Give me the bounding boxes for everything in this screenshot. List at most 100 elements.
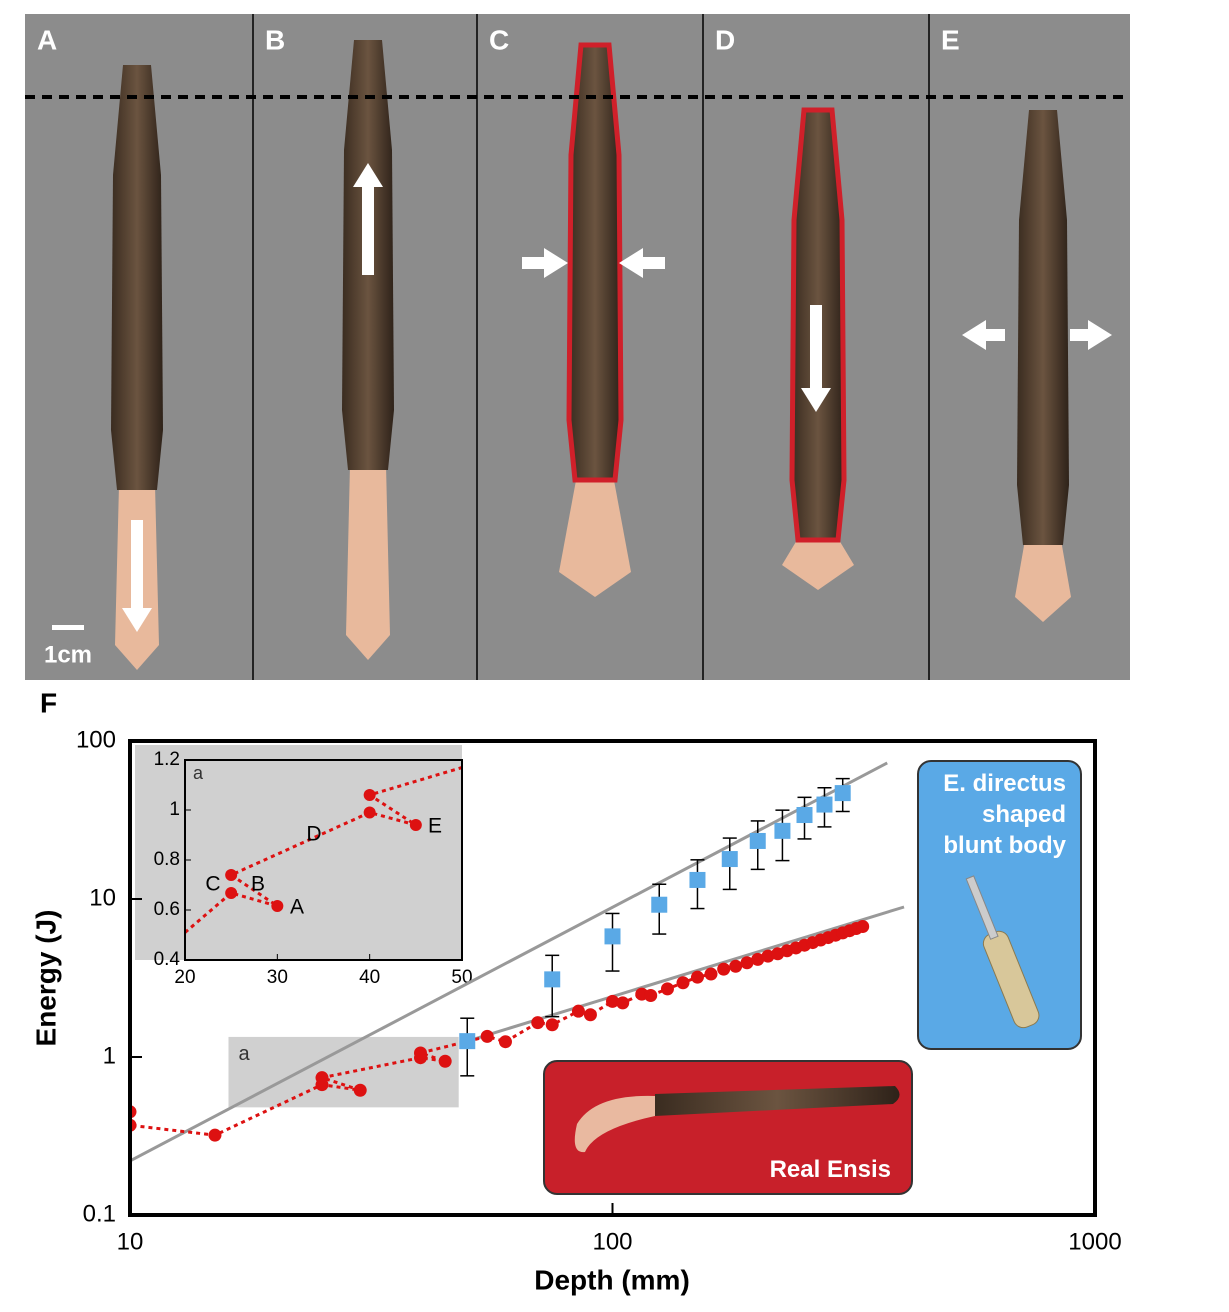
inset-y-tick-label: 0.8 (154, 849, 180, 870)
data-point (796, 807, 813, 824)
panel-label: F (40, 687, 57, 718)
data-point (761, 949, 775, 963)
data-point (545, 1018, 559, 1032)
inset-point (363, 789, 376, 801)
y-tick-label: 10 (89, 884, 116, 911)
data-point (816, 796, 833, 813)
x-tick-label: 1000 (1068, 1228, 1121, 1255)
y-tick-label: 1 (103, 1042, 116, 1069)
foot (559, 475, 631, 597)
foot (1015, 540, 1071, 622)
data-point (438, 1054, 452, 1068)
fit-line (130, 761, 888, 1163)
inset-line (185, 766, 462, 934)
inset-point (363, 806, 376, 819)
motion-arrow (801, 305, 831, 412)
data-point (606, 994, 619, 1008)
data-point (315, 1071, 329, 1085)
inset-point (409, 819, 422, 831)
data-point (208, 1128, 222, 1142)
legend-text: E. directus shaped blunt body (943, 770, 1066, 859)
inset-y-tick-label: 1 (169, 799, 180, 820)
motion-arrow (353, 163, 383, 275)
plot-area (130, 761, 905, 1163)
inset-y-tick-label: 1.2 (154, 749, 180, 770)
motion-arrow (1070, 320, 1112, 350)
data-point (616, 996, 630, 1010)
panel-label: A (37, 24, 57, 55)
inset-frame (184, 759, 463, 961)
inset-x-tick-label: 30 (267, 967, 288, 988)
shell (566, 42, 624, 483)
data-point (749, 832, 766, 849)
data-point (690, 970, 704, 984)
motion-arrow (522, 248, 568, 278)
legend-text: Real Ensis (769, 1156, 891, 1183)
inset-annotation: E (428, 815, 442, 838)
data-point (721, 851, 738, 868)
shell (111, 65, 163, 490)
panel-label: D (715, 24, 735, 55)
data-point (531, 1016, 545, 1030)
inset-annotation: D (306, 823, 321, 846)
inset-point (271, 900, 284, 912)
motion-arrow (122, 520, 152, 632)
legend-icon (574, 1086, 900, 1153)
inset-annotation: C (205, 873, 220, 896)
foot (782, 535, 854, 590)
data-point (729, 959, 743, 973)
series-line (130, 925, 864, 1137)
data-point (604, 928, 621, 945)
y-tick-label: 0.1 (83, 1200, 116, 1227)
y-axis-title: Energy (J) (30, 910, 61, 1047)
motion-arrow (962, 320, 1005, 350)
data-point (413, 1046, 427, 1060)
data-point (834, 785, 851, 802)
scale-bar (52, 625, 84, 630)
highlight-label: a (238, 1043, 250, 1065)
inset-annotation: A (290, 896, 304, 919)
legend-blunt-body: E. directus shaped blunt body (917, 760, 1082, 1050)
inset-background (135, 745, 462, 960)
data-point (856, 919, 870, 933)
scale-bar-label: 1cm (44, 641, 92, 668)
panel-label: B (265, 24, 285, 55)
legend-real-ensis: Real Ensis (543, 1060, 913, 1195)
legend-icon (965, 875, 1040, 1029)
data-point (704, 967, 718, 981)
shell (1017, 110, 1069, 545)
foot (346, 465, 390, 660)
x-tick-label: 10 (117, 1228, 144, 1255)
data-point (660, 982, 674, 996)
motion-arrow (619, 248, 665, 278)
inset-label: a (193, 763, 204, 783)
inset-y-tick-label: 0.4 (154, 949, 181, 970)
plot-frame (128, 739, 1097, 1217)
data-point (717, 962, 731, 976)
panel-label: C (489, 24, 509, 55)
data-point (571, 1004, 585, 1018)
data-point (480, 1029, 494, 1043)
inset-y-tick-label: 0.6 (154, 899, 180, 920)
inset-x-tick-label: 40 (359, 967, 380, 988)
y-tick-label: 100 (76, 726, 116, 753)
x-tick-label: 100 (592, 1228, 632, 1255)
data-point (689, 871, 706, 888)
panel-label: E (941, 24, 960, 55)
inset-point (225, 869, 238, 881)
inset-annotation: B (251, 873, 265, 896)
data-point (498, 1035, 512, 1049)
data-point (774, 822, 791, 839)
data-point (583, 1008, 597, 1022)
data-point (651, 896, 668, 913)
inset-point (225, 887, 238, 899)
data-point (459, 1033, 476, 1050)
x-axis-title: Depth (mm) (534, 1264, 690, 1295)
photo-panels: A B C D E (37, 14, 1112, 680)
data-point (544, 971, 561, 988)
data-point (751, 952, 765, 966)
data-point (740, 956, 754, 970)
